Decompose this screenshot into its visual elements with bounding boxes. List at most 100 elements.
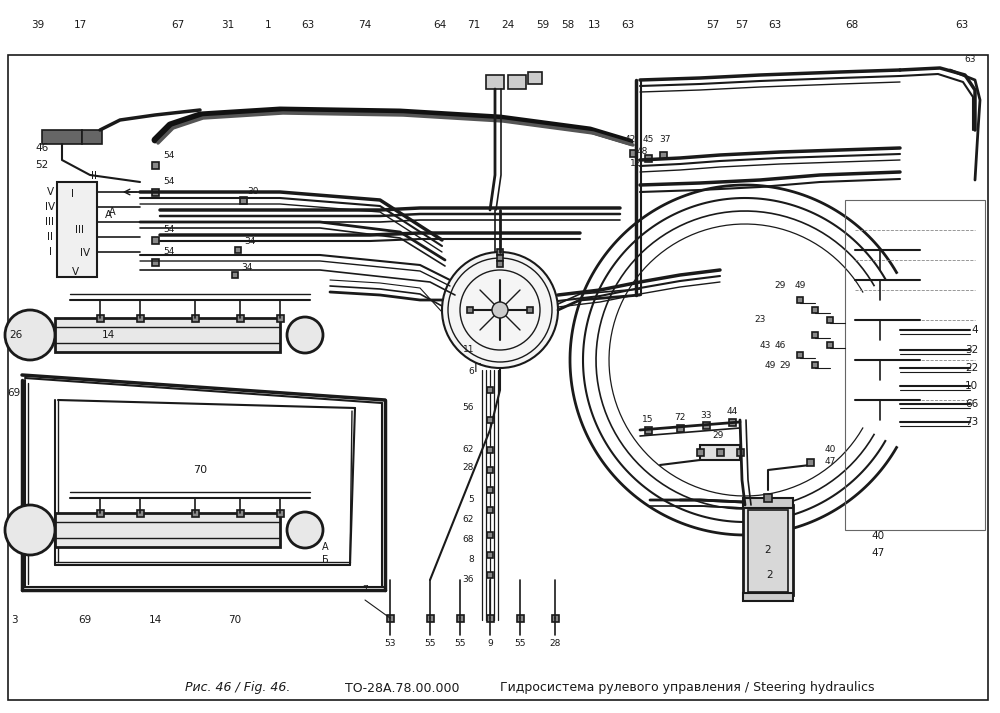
Bar bbox=[152, 237, 159, 244]
Bar bbox=[467, 307, 473, 313]
Bar bbox=[427, 615, 434, 622]
Text: V: V bbox=[71, 267, 79, 277]
Bar bbox=[630, 150, 637, 157]
Text: 47: 47 bbox=[871, 548, 885, 558]
Text: 32: 32 bbox=[965, 345, 978, 355]
Bar bbox=[645, 427, 652, 434]
Text: 36: 36 bbox=[462, 575, 474, 585]
Text: 9: 9 bbox=[487, 639, 493, 647]
Text: 23: 23 bbox=[754, 315, 766, 324]
Circle shape bbox=[287, 317, 323, 353]
Bar bbox=[277, 510, 284, 517]
Bar bbox=[697, 449, 704, 456]
Text: 70: 70 bbox=[228, 615, 242, 625]
Bar bbox=[700, 445, 740, 460]
Text: 22: 22 bbox=[965, 363, 978, 373]
Bar bbox=[827, 342, 833, 348]
Text: 55: 55 bbox=[454, 639, 466, 647]
Text: 46: 46 bbox=[35, 143, 49, 153]
Bar bbox=[743, 505, 793, 595]
Text: 8: 8 bbox=[468, 555, 474, 565]
Text: 68: 68 bbox=[845, 20, 859, 30]
Text: Гидросистема рулевого управления / Steering hydraulics: Гидросистема рулевого управления / Steer… bbox=[500, 682, 874, 694]
Bar bbox=[517, 615, 524, 622]
Text: II: II bbox=[47, 232, 53, 242]
Bar bbox=[240, 197, 247, 204]
Text: ТО-28А.78.00.000: ТО-28А.78.00.000 bbox=[345, 682, 460, 694]
Bar bbox=[97, 510, 104, 517]
Text: 37: 37 bbox=[659, 135, 671, 145]
Bar bbox=[277, 315, 284, 322]
Text: 2: 2 bbox=[765, 545, 771, 555]
Text: 64: 64 bbox=[433, 20, 447, 30]
Bar bbox=[192, 510, 199, 517]
Text: 52: 52 bbox=[35, 160, 49, 170]
Text: III: III bbox=[46, 217, 54, 227]
Text: 74: 74 bbox=[358, 20, 372, 30]
Circle shape bbox=[5, 505, 55, 555]
Text: 10: 10 bbox=[965, 381, 978, 391]
Bar bbox=[487, 487, 493, 493]
Bar bbox=[387, 615, 394, 622]
Text: 7: 7 bbox=[362, 585, 368, 595]
Text: 48: 48 bbox=[636, 148, 648, 156]
Text: 67: 67 bbox=[171, 20, 185, 30]
Text: 34: 34 bbox=[244, 237, 256, 247]
Text: 6: 6 bbox=[468, 367, 474, 376]
Circle shape bbox=[5, 310, 55, 360]
Text: 1: 1 bbox=[265, 20, 271, 30]
Text: 63: 63 bbox=[301, 20, 315, 30]
Bar bbox=[764, 494, 772, 502]
Text: 57: 57 bbox=[706, 20, 720, 30]
Bar bbox=[497, 249, 503, 255]
Bar bbox=[717, 449, 724, 456]
Text: 57: 57 bbox=[735, 20, 749, 30]
Bar bbox=[660, 152, 667, 159]
Text: 29: 29 bbox=[779, 361, 791, 369]
Text: 39: 39 bbox=[31, 20, 45, 30]
Bar bbox=[729, 419, 736, 426]
Text: 49: 49 bbox=[764, 361, 776, 369]
Bar bbox=[487, 507, 493, 513]
Text: 63: 63 bbox=[955, 20, 969, 30]
Text: 29: 29 bbox=[774, 280, 786, 289]
Circle shape bbox=[492, 302, 508, 318]
Text: 66: 66 bbox=[965, 399, 978, 409]
Bar bbox=[487, 615, 494, 622]
Bar bbox=[192, 315, 199, 322]
Text: 73: 73 bbox=[965, 417, 978, 427]
Text: IV: IV bbox=[45, 202, 55, 212]
Text: 55: 55 bbox=[514, 639, 526, 647]
Text: 69: 69 bbox=[78, 615, 92, 625]
Bar bbox=[55, 318, 280, 352]
Bar bbox=[528, 72, 542, 84]
Text: 17: 17 bbox=[73, 20, 87, 30]
Text: 45: 45 bbox=[642, 135, 654, 145]
Text: 24: 24 bbox=[501, 20, 515, 30]
Text: 62: 62 bbox=[463, 515, 474, 525]
Bar bbox=[487, 532, 493, 538]
Bar bbox=[57, 182, 97, 277]
Text: 3: 3 bbox=[11, 615, 17, 625]
Text: 29: 29 bbox=[712, 431, 724, 439]
Bar bbox=[748, 510, 788, 592]
Bar bbox=[743, 593, 793, 601]
Text: 53: 53 bbox=[384, 639, 396, 647]
Bar bbox=[487, 467, 493, 473]
Text: 33: 33 bbox=[700, 411, 712, 419]
Bar bbox=[137, 510, 144, 517]
Bar bbox=[812, 332, 818, 338]
Text: V: V bbox=[46, 187, 54, 197]
Text: 49: 49 bbox=[794, 280, 806, 289]
Bar bbox=[812, 362, 818, 368]
Text: 58: 58 bbox=[561, 20, 575, 30]
Text: 59: 59 bbox=[536, 20, 550, 30]
Text: 40: 40 bbox=[824, 446, 836, 454]
Text: 4: 4 bbox=[971, 325, 978, 335]
Text: 12: 12 bbox=[630, 158, 642, 168]
Bar bbox=[703, 422, 710, 429]
Text: 14: 14 bbox=[148, 615, 162, 625]
Bar bbox=[97, 315, 104, 322]
Text: А: А bbox=[109, 207, 115, 217]
Bar bbox=[152, 189, 159, 196]
